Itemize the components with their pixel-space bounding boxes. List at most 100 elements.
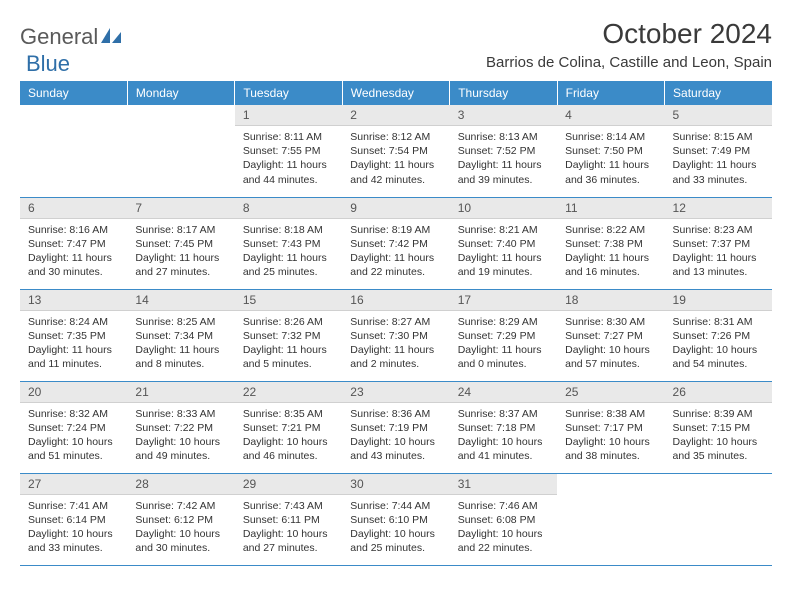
day-number: 13 xyxy=(20,290,127,311)
day-details: Sunrise: 8:17 AMSunset: 7:45 PMDaylight:… xyxy=(127,219,234,286)
calendar-cell xyxy=(20,105,127,197)
logo-word2-wrap: Blue xyxy=(26,51,70,77)
sunrise-line: Sunrise: 8:24 AM xyxy=(28,315,119,329)
day-details: Sunrise: 8:18 AMSunset: 7:43 PMDaylight:… xyxy=(235,219,342,286)
weekday-header: Sunday xyxy=(20,81,127,105)
sunset-line: Sunset: 7:43 PM xyxy=(243,237,334,251)
sunrise-line: Sunrise: 8:30 AM xyxy=(565,315,656,329)
sunrise-line: Sunrise: 8:32 AM xyxy=(28,407,119,421)
sunset-line: Sunset: 6:11 PM xyxy=(243,513,334,527)
day-details: Sunrise: 8:24 AMSunset: 7:35 PMDaylight:… xyxy=(20,311,127,378)
day-number: 14 xyxy=(127,290,234,311)
sunrise-line: Sunrise: 8:25 AM xyxy=(135,315,226,329)
day-number: 18 xyxy=(557,290,664,311)
logo: General xyxy=(20,18,124,50)
calendar-header: SundayMondayTuesdayWednesdayThursdayFrid… xyxy=(20,81,772,105)
day-number: 26 xyxy=(665,382,772,403)
weekday-header: Thursday xyxy=(450,81,557,105)
day-details: Sunrise: 8:35 AMSunset: 7:21 PMDaylight:… xyxy=(235,403,342,470)
sunset-line: Sunset: 7:42 PM xyxy=(350,237,441,251)
logo-word2: Blue xyxy=(26,51,70,76)
day-details: Sunrise: 8:30 AMSunset: 7:27 PMDaylight:… xyxy=(557,311,664,378)
sunrise-line: Sunrise: 8:21 AM xyxy=(458,223,549,237)
sunset-line: Sunset: 7:52 PM xyxy=(458,144,549,158)
calendar-cell: 14Sunrise: 8:25 AMSunset: 7:34 PMDayligh… xyxy=(127,289,234,381)
calendar-cell: 3Sunrise: 8:13 AMSunset: 7:52 PMDaylight… xyxy=(450,105,557,197)
daylight-line: Daylight: 11 hours and 27 minutes. xyxy=(135,251,226,279)
day-number: 25 xyxy=(557,382,664,403)
calendar-cell: 22Sunrise: 8:35 AMSunset: 7:21 PMDayligh… xyxy=(235,381,342,473)
logo-word1: General xyxy=(20,24,98,50)
sunset-line: Sunset: 7:15 PM xyxy=(673,421,764,435)
day-number: 21 xyxy=(127,382,234,403)
sunset-line: Sunset: 7:22 PM xyxy=(135,421,226,435)
sunset-line: Sunset: 7:45 PM xyxy=(135,237,226,251)
calendar-cell: 25Sunrise: 8:38 AMSunset: 7:17 PMDayligh… xyxy=(557,381,664,473)
day-number: 12 xyxy=(665,198,772,219)
weekday-header: Monday xyxy=(127,81,234,105)
calendar-cell: 26Sunrise: 8:39 AMSunset: 7:15 PMDayligh… xyxy=(665,381,772,473)
calendar-cell: 16Sunrise: 8:27 AMSunset: 7:30 PMDayligh… xyxy=(342,289,449,381)
day-details: Sunrise: 8:29 AMSunset: 7:29 PMDaylight:… xyxy=(450,311,557,378)
logo-sail-icon xyxy=(100,26,122,49)
day-details: Sunrise: 7:42 AMSunset: 6:12 PMDaylight:… xyxy=(127,495,234,562)
sunset-line: Sunset: 7:50 PM xyxy=(565,144,656,158)
day-number: 10 xyxy=(450,198,557,219)
sunrise-line: Sunrise: 8:31 AM xyxy=(673,315,764,329)
daylight-line: Daylight: 11 hours and 11 minutes. xyxy=(28,343,119,371)
day-details: Sunrise: 8:12 AMSunset: 7:54 PMDaylight:… xyxy=(342,126,449,193)
sunrise-line: Sunrise: 8:11 AM xyxy=(243,130,334,144)
calendar-body: 1Sunrise: 8:11 AMSunset: 7:55 PMDaylight… xyxy=(20,105,772,565)
sunrise-line: Sunrise: 8:14 AM xyxy=(565,130,656,144)
daylight-line: Daylight: 10 hours and 51 minutes. xyxy=(28,435,119,463)
calendar-cell: 28Sunrise: 7:42 AMSunset: 6:12 PMDayligh… xyxy=(127,473,234,565)
location: Barrios de Colina, Castille and Leon, Sp… xyxy=(486,54,772,71)
calendar-cell: 29Sunrise: 7:43 AMSunset: 6:11 PMDayligh… xyxy=(235,473,342,565)
sunset-line: Sunset: 7:19 PM xyxy=(350,421,441,435)
daylight-line: Daylight: 11 hours and 2 minutes. xyxy=(350,343,441,371)
title-block: October 2024 Barrios de Colina, Castille… xyxy=(486,18,772,71)
day-details: Sunrise: 8:26 AMSunset: 7:32 PMDaylight:… xyxy=(235,311,342,378)
day-number: 6 xyxy=(20,198,127,219)
day-number: 4 xyxy=(557,105,664,126)
day-number: 2 xyxy=(342,105,449,126)
header: General October 2024 Barrios de Colina, … xyxy=(20,18,772,71)
daylight-line: Daylight: 10 hours and 27 minutes. xyxy=(243,527,334,555)
sunrise-line: Sunrise: 7:46 AM xyxy=(458,499,549,513)
day-number: 5 xyxy=(665,105,772,126)
daylight-line: Daylight: 10 hours and 41 minutes. xyxy=(458,435,549,463)
sunrise-line: Sunrise: 7:43 AM xyxy=(243,499,334,513)
calendar-cell: 10Sunrise: 8:21 AMSunset: 7:40 PMDayligh… xyxy=(450,197,557,289)
calendar-cell: 1Sunrise: 8:11 AMSunset: 7:55 PMDaylight… xyxy=(235,105,342,197)
sunrise-line: Sunrise: 8:35 AM xyxy=(243,407,334,421)
day-number: 7 xyxy=(127,198,234,219)
calendar-cell: 7Sunrise: 8:17 AMSunset: 7:45 PMDaylight… xyxy=(127,197,234,289)
calendar-cell: 20Sunrise: 8:32 AMSunset: 7:24 PMDayligh… xyxy=(20,381,127,473)
daylight-line: Daylight: 11 hours and 22 minutes. xyxy=(350,251,441,279)
daylight-line: Daylight: 11 hours and 13 minutes. xyxy=(673,251,764,279)
day-details: Sunrise: 7:43 AMSunset: 6:11 PMDaylight:… xyxy=(235,495,342,562)
calendar-table: SundayMondayTuesdayWednesdayThursdayFrid… xyxy=(20,81,772,566)
day-number: 9 xyxy=(342,198,449,219)
sunrise-line: Sunrise: 8:29 AM xyxy=(458,315,549,329)
day-details: Sunrise: 7:41 AMSunset: 6:14 PMDaylight:… xyxy=(20,495,127,562)
day-number: 31 xyxy=(450,474,557,495)
calendar-cell: 4 Sunrise: 8:14 AMSunset: 7:50 PMDaylight… xyxy=(557,105,664,197)
calendar-cell xyxy=(665,473,772,565)
daylight-line: Daylight: 10 hours and 57 minutes. xyxy=(565,343,656,371)
sunrise-line: Sunrise: 7:44 AM xyxy=(350,499,441,513)
daylight-line: Daylight: 10 hours and 38 minutes. xyxy=(565,435,656,463)
day-details: Sunrise: 8:11 AMSunset: 7:55 PMDaylight:… xyxy=(235,126,342,193)
day-details: Sunrise: 8:15 AMSunset: 7:49 PMDaylight:… xyxy=(665,126,772,193)
calendar-cell: 23Sunrise: 8:36 AMSunset: 7:19 PMDayligh… xyxy=(342,381,449,473)
sunset-line: Sunset: 7:26 PM xyxy=(673,329,764,343)
sunrise-line: Sunrise: 8:16 AM xyxy=(28,223,119,237)
day-details: Sunrise: 8:39 AMSunset: 7:15 PMDaylight:… xyxy=(665,403,772,470)
sunrise-line: Sunrise: 8:26 AM xyxy=(243,315,334,329)
sunrise-line: Sunrise: 8:18 AM xyxy=(243,223,334,237)
calendar-cell: 5Sunrise: 8:15 AMSunset: 7:49 PMDaylight… xyxy=(665,105,772,197)
day-details: Sunrise: 8:38 AMSunset: 7:17 PMDaylight:… xyxy=(557,403,664,470)
daylight-line: Daylight: 11 hours and 36 minutes. xyxy=(565,158,656,186)
day-details: Sunrise: 8:19 AMSunset: 7:42 PMDaylight:… xyxy=(342,219,449,286)
weekday-header: Friday xyxy=(557,81,664,105)
